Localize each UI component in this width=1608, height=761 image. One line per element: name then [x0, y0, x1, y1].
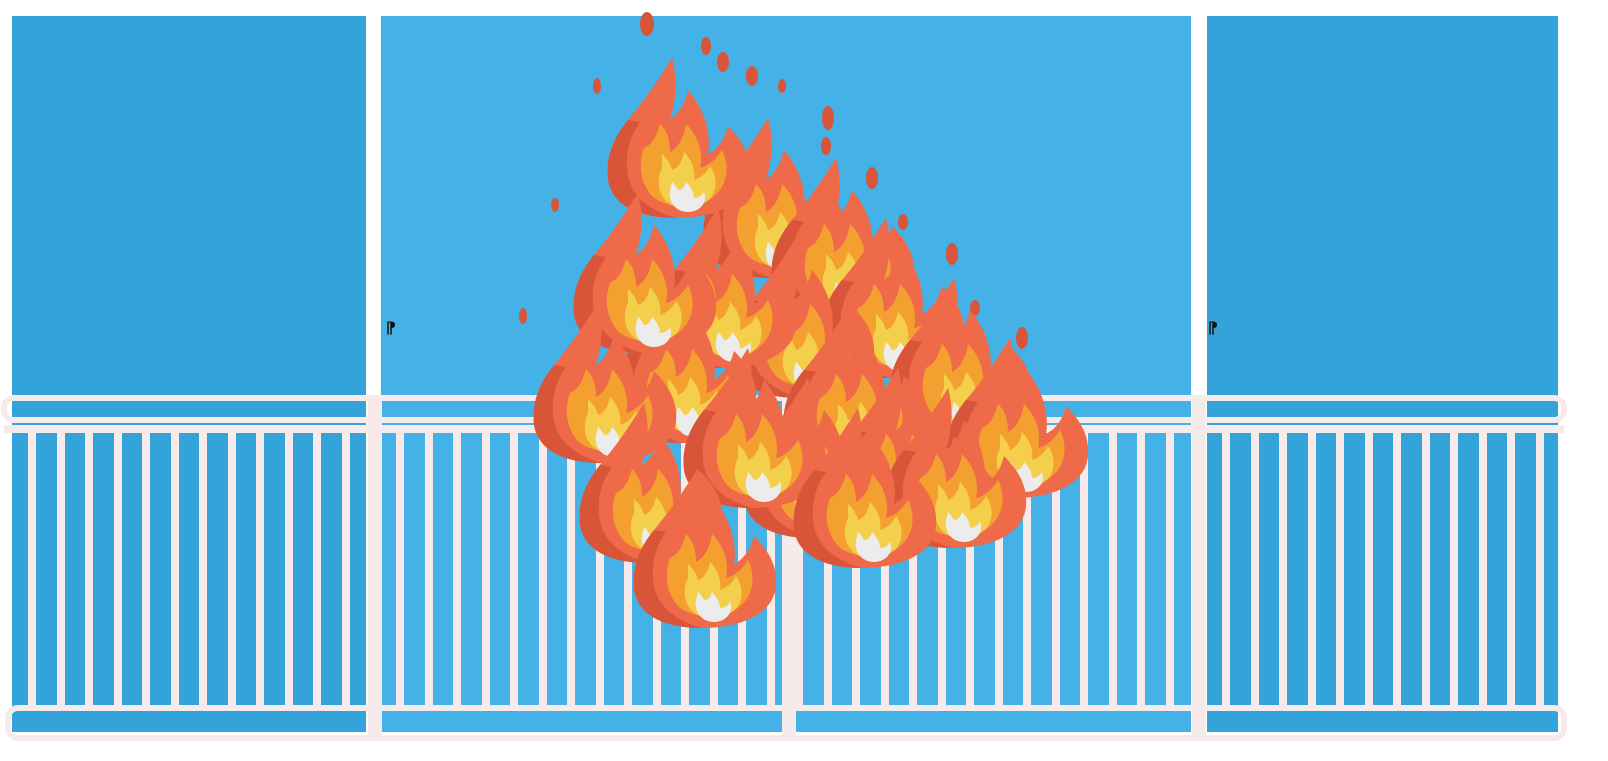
railing-baluster	[1308, 433, 1316, 709]
railing-baluster	[285, 433, 293, 709]
ember-spark	[970, 300, 980, 316]
ember-spark	[519, 308, 527, 324]
railing-baluster	[596, 433, 604, 709]
railing-baluster	[1137, 433, 1145, 709]
railing-baluster	[567, 433, 575, 709]
ember-spark	[866, 167, 878, 189]
railing-baluster	[199, 433, 207, 709]
railing-baluster	[1222, 433, 1230, 709]
ember-spark	[822, 106, 834, 130]
railing-baluster	[539, 433, 547, 709]
railing-baluster	[1279, 433, 1287, 709]
railing-baluster	[85, 433, 93, 709]
railing-baluster	[396, 433, 404, 709]
railing-baluster	[1422, 433, 1430, 709]
ember-spark	[640, 12, 654, 36]
railing-baluster	[1052, 433, 1060, 709]
railing-baluster	[1507, 433, 1515, 709]
ember-spark	[1016, 327, 1028, 349]
railing-baluster	[256, 433, 264, 709]
railing-baluster	[1536, 433, 1544, 709]
resize-handle-left[interactable]: ⁋	[386, 318, 396, 337]
railing-baluster	[795, 433, 803, 709]
railing-baluster	[995, 433, 1003, 709]
railing-baluster	[510, 433, 518, 709]
railing-baluster	[624, 433, 632, 709]
railing-baluster	[1166, 433, 1174, 709]
ember-spark	[778, 79, 786, 93]
railing-baluster	[966, 433, 974, 709]
railing-baluster	[228, 433, 236, 709]
ember-spark	[821, 137, 831, 155]
railing-baluster	[1080, 433, 1088, 709]
ember-spark	[946, 243, 958, 265]
railing-baluster	[1109, 433, 1117, 709]
ember-spark	[593, 78, 601, 94]
railing-baluster	[28, 433, 36, 709]
railing-baluster	[1393, 433, 1401, 709]
railing-post	[368, 400, 382, 740]
panel-right	[1207, 16, 1558, 732]
ember-spark	[898, 214, 908, 230]
ember-spark	[746, 66, 758, 86]
railing-baluster	[881, 433, 889, 709]
railing-baluster	[1251, 433, 1259, 709]
railing-baluster	[1450, 433, 1458, 709]
ember-spark	[717, 52, 729, 72]
railing-baluster	[313, 433, 321, 709]
ember-spark	[701, 37, 711, 55]
railing-baluster	[425, 433, 433, 709]
railing-baluster	[1479, 433, 1487, 709]
railing-baluster	[1336, 433, 1344, 709]
railing-baluster	[1023, 433, 1031, 709]
railing-baluster	[909, 433, 917, 709]
railing-baluster	[824, 433, 832, 709]
railing-baluster	[1365, 433, 1373, 709]
ember-spark	[551, 198, 559, 212]
railing-post	[1192, 400, 1206, 740]
railing-baluster	[57, 433, 65, 709]
resize-handle-right[interactable]: ⁋	[1208, 318, 1218, 337]
railing-baluster	[171, 433, 179, 709]
railing-baluster	[938, 433, 946, 709]
railing-baluster	[482, 433, 490, 709]
railing-baluster	[114, 433, 122, 709]
panel-left	[12, 16, 366, 732]
railing-baluster	[342, 433, 350, 709]
railing-baluster	[142, 433, 150, 709]
railing-baluster	[852, 433, 860, 709]
railing-baluster	[453, 433, 461, 709]
